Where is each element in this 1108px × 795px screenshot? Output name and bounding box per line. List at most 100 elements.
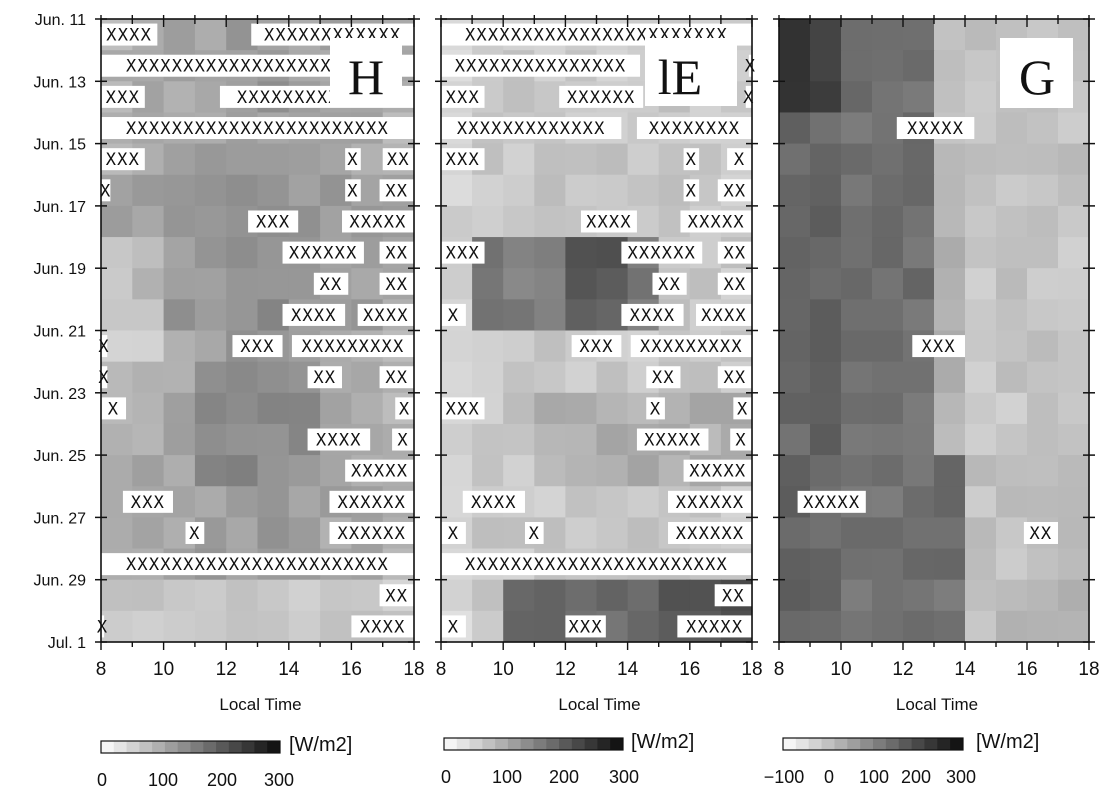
heatmap-cell bbox=[810, 455, 842, 487]
missing-data-band bbox=[683, 148, 700, 171]
heatmap-cell bbox=[934, 579, 966, 612]
date-tick-label: Jun. 17 bbox=[34, 199, 87, 216]
missing-data-x: XXXXX bbox=[644, 431, 701, 451]
heatmap-cell bbox=[965, 423, 997, 456]
heatmap-cell bbox=[565, 455, 598, 487]
date-tick-label: Jul. 1 bbox=[48, 635, 86, 652]
colorbar: [W/m2] 0 100 200 300 bbox=[441, 731, 694, 787]
missing-data-x: X bbox=[529, 524, 540, 544]
heatmap-cell bbox=[779, 112, 811, 145]
heatmap-cell bbox=[1027, 423, 1059, 456]
heatmap-cell bbox=[565, 174, 598, 207]
heatmap-cell bbox=[132, 610, 165, 643]
heatmap-cell bbox=[841, 143, 873, 176]
heatmap-cell bbox=[596, 455, 629, 487]
heatmap-cell bbox=[257, 361, 290, 394]
missing-data-band bbox=[379, 241, 414, 264]
heatmap-cell bbox=[841, 81, 873, 114]
heatmap-cell bbox=[1027, 205, 1059, 238]
missing-data-band bbox=[122, 490, 173, 513]
heatmap-cell bbox=[351, 361, 384, 394]
heatmap-cell bbox=[627, 486, 660, 518]
missing-data-band bbox=[524, 521, 544, 544]
heatmap-cell bbox=[841, 361, 873, 394]
missing-data-band bbox=[636, 428, 709, 451]
heatmap-cell bbox=[934, 50, 966, 82]
missing-data-x: XXXX bbox=[471, 493, 517, 513]
missing-data-x: X bbox=[97, 617, 108, 637]
missing-data-band bbox=[101, 23, 158, 46]
panel-letter-box bbox=[1000, 38, 1073, 108]
missing-data-band bbox=[101, 148, 145, 171]
heatmap-cell bbox=[841, 548, 873, 581]
missing-data-band bbox=[441, 303, 466, 326]
missing-data-x: XXXXXXXXXXXXX bbox=[457, 119, 606, 139]
missing-data-x: X bbox=[100, 181, 111, 201]
hour-tick-label: 12 bbox=[892, 659, 913, 680]
missing-data-x: XXXXXX bbox=[289, 244, 358, 264]
heatmap-cell bbox=[226, 361, 259, 394]
missing-data-x: XX bbox=[385, 275, 408, 295]
missing-data-x: X bbox=[650, 399, 661, 419]
colorbar-swatch bbox=[821, 738, 835, 750]
missing-data-band bbox=[677, 615, 752, 638]
missing-data-band bbox=[668, 490, 752, 513]
missing-data-x: XX bbox=[723, 244, 746, 264]
heatmap-cell bbox=[534, 423, 566, 456]
colorbar-swatch bbox=[533, 738, 547, 750]
heatmap-cell bbox=[1058, 174, 1090, 207]
heatmap-cell bbox=[132, 423, 165, 456]
colorbar-swatch bbox=[177, 741, 191, 753]
missing-data-band bbox=[896, 117, 975, 140]
missing-data-band bbox=[392, 428, 414, 451]
heatmap-cell bbox=[779, 517, 811, 550]
heatmap-cell bbox=[965, 268, 997, 300]
heatmap-cell bbox=[565, 143, 598, 176]
panel-letter: G bbox=[1019, 49, 1055, 105]
heatmap-cell bbox=[288, 579, 321, 612]
missing-data-band bbox=[345, 179, 361, 202]
missing-data-x: XX bbox=[385, 244, 408, 264]
missing-data-x: XXXX bbox=[291, 306, 337, 326]
heatmap-cell bbox=[257, 143, 290, 176]
heatmap-cell bbox=[288, 392, 321, 425]
heatmap-cell bbox=[1058, 423, 1090, 456]
heatmap-cell bbox=[996, 205, 1028, 238]
missing-data-band bbox=[621, 303, 684, 326]
heatmap-cell bbox=[472, 423, 504, 456]
colorbar-tick-label: 200 bbox=[901, 767, 931, 787]
missing-data-x: XXXXXX bbox=[676, 524, 745, 544]
date-tick-label: Jun. 27 bbox=[34, 510, 87, 527]
heatmap-cell bbox=[810, 19, 842, 51]
heatmap-cell bbox=[1027, 174, 1059, 207]
missing-data-band bbox=[342, 210, 414, 233]
heatmap-cell bbox=[534, 174, 566, 207]
heatmap-cell bbox=[934, 268, 966, 300]
heatmap-cell bbox=[627, 455, 660, 487]
missing-data-x: XX bbox=[385, 368, 408, 388]
colorbar-tick-label: −100 bbox=[764, 767, 805, 787]
heatmap-cell bbox=[534, 610, 566, 643]
heatmap-cell bbox=[1027, 237, 1059, 269]
hour-tick-label: 16 bbox=[1016, 659, 1037, 680]
heatmap-cell bbox=[841, 50, 873, 82]
missing-data-x: XXXXX bbox=[689, 462, 746, 482]
heatmap-cell bbox=[565, 361, 598, 394]
heatmap-cell bbox=[627, 143, 660, 176]
heatmap-cell bbox=[872, 330, 904, 363]
heatmap-cell bbox=[194, 237, 227, 269]
heatmap-cell bbox=[565, 237, 598, 269]
heatmap-cell bbox=[689, 361, 722, 394]
heatmap-cell bbox=[779, 268, 811, 300]
missing-data-band bbox=[248, 210, 299, 233]
heatmap-cell bbox=[810, 423, 842, 456]
heatmap-cell bbox=[779, 330, 811, 363]
missing-data-x: XXX bbox=[446, 150, 480, 170]
hour-tick-label: 8 bbox=[96, 659, 107, 680]
missing-data-band bbox=[313, 272, 349, 295]
missing-data-band bbox=[441, 148, 485, 171]
heatmap-cell bbox=[810, 392, 842, 425]
heatmap-cell bbox=[1027, 392, 1059, 425]
missing-data-band bbox=[668, 521, 752, 544]
